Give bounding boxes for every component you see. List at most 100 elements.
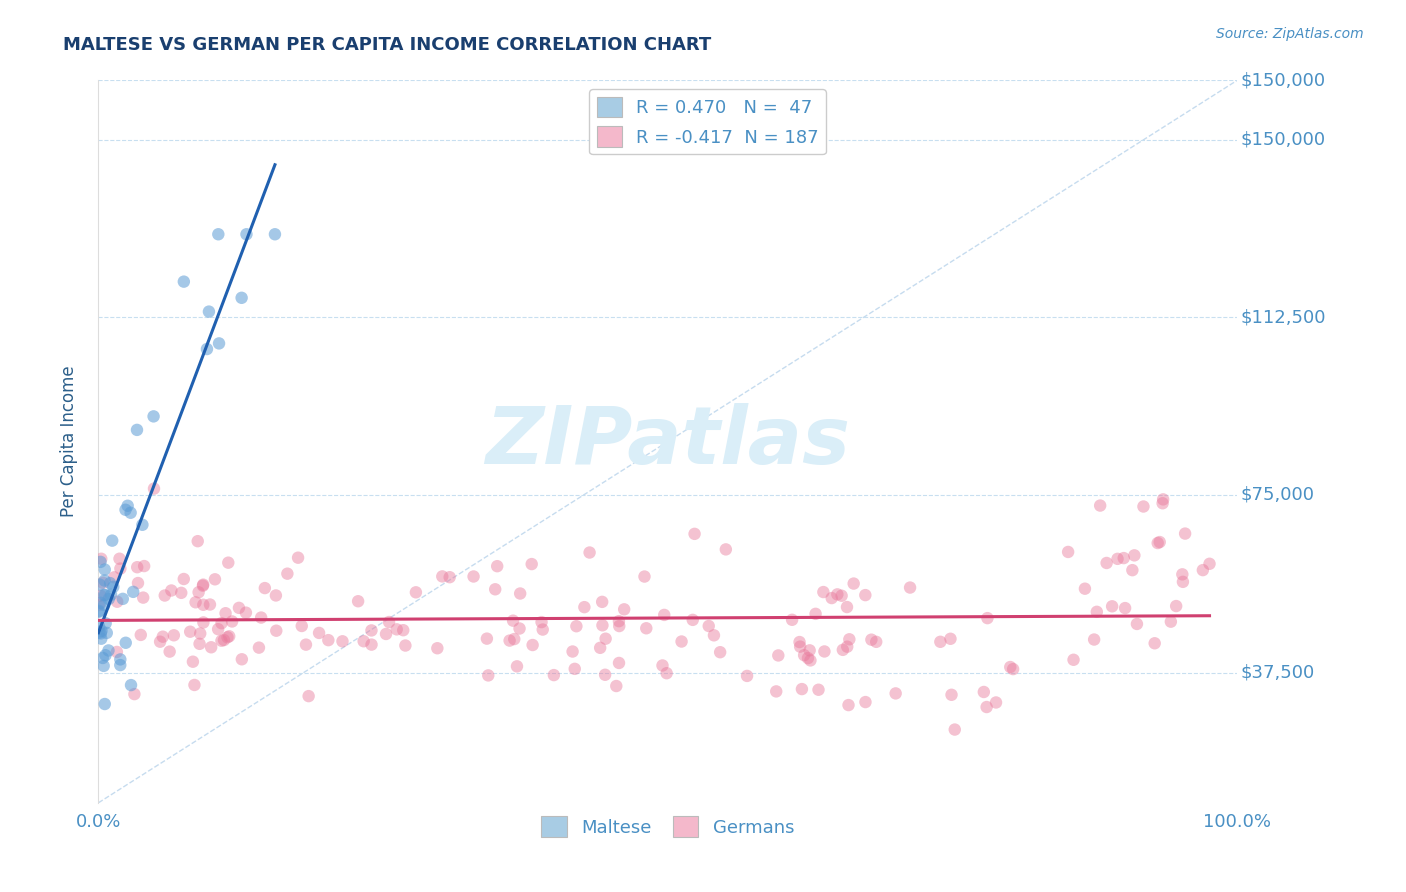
Point	[589, 640, 612, 655]
Point	[509, 586, 531, 600]
Point	[502, 614, 524, 628]
Point	[426, 641, 449, 656]
Point	[149, 634, 172, 648]
Point	[807, 682, 830, 697]
Point	[1126, 616, 1149, 631]
Point	[198, 598, 221, 612]
Point	[153, 589, 176, 603]
Point	[184, 595, 207, 609]
Point	[578, 545, 600, 559]
Point	[193, 577, 215, 591]
Point	[195, 342, 218, 356]
Point	[799, 653, 821, 667]
Point	[211, 616, 233, 631]
Point	[1123, 549, 1146, 563]
Point	[125, 423, 148, 437]
Point	[332, 634, 354, 648]
Text: $150,000: $150,000	[1240, 130, 1326, 148]
Point	[103, 570, 125, 584]
Point	[498, 633, 520, 648]
Point	[1083, 632, 1105, 647]
Point	[651, 658, 673, 673]
Point	[506, 659, 529, 673]
Legend: Maltese, Germans: Maltese, Germans	[534, 809, 801, 845]
Text: $75,000: $75,000	[1240, 486, 1315, 504]
Point	[287, 550, 309, 565]
Point	[97, 643, 120, 657]
Point	[799, 643, 821, 657]
Point	[607, 656, 630, 670]
Point	[1107, 552, 1129, 566]
Point	[1132, 500, 1154, 514]
Point	[87, 598, 110, 612]
Point	[117, 499, 139, 513]
Point	[159, 644, 181, 658]
Point	[1002, 662, 1025, 676]
Point	[250, 610, 273, 624]
Point	[565, 619, 588, 633]
Text: Source: ZipAtlas.com: Source: ZipAtlas.com	[1216, 27, 1364, 41]
Point	[231, 652, 253, 666]
Point	[683, 527, 706, 541]
Point	[100, 588, 122, 602]
Point	[735, 669, 758, 683]
Point	[1101, 599, 1123, 614]
Point	[187, 534, 209, 549]
Point	[813, 585, 835, 599]
Point	[531, 623, 554, 637]
Point	[1088, 499, 1111, 513]
Point	[90, 632, 112, 646]
Point	[884, 686, 907, 700]
Point	[765, 684, 787, 698]
Point	[101, 533, 124, 548]
Point	[973, 685, 995, 699]
Point	[122, 585, 145, 599]
Point	[378, 615, 401, 629]
Point	[131, 517, 153, 532]
Point	[939, 632, 962, 646]
Point	[347, 594, 370, 608]
Point	[793, 648, 815, 663]
Point	[353, 634, 375, 648]
Point	[1192, 563, 1215, 577]
Point	[96, 626, 118, 640]
Point	[253, 581, 276, 595]
Point	[114, 636, 136, 650]
Point	[543, 668, 565, 682]
Point	[87, 605, 110, 619]
Point	[90, 626, 112, 640]
Point	[94, 697, 117, 711]
Point	[855, 695, 877, 709]
Point	[193, 615, 215, 630]
Point	[308, 626, 330, 640]
Point	[768, 648, 790, 663]
Point	[360, 624, 382, 638]
Point	[709, 645, 731, 659]
Point	[93, 588, 115, 602]
Point	[127, 576, 149, 591]
Point	[111, 591, 134, 606]
Point	[1171, 574, 1194, 589]
Point	[212, 633, 235, 648]
Point	[103, 580, 125, 594]
Point	[90, 551, 112, 566]
Text: $112,500: $112,500	[1240, 308, 1326, 326]
Point	[714, 542, 737, 557]
Point	[200, 640, 222, 655]
Point	[291, 619, 314, 633]
Point	[789, 635, 811, 649]
Point	[636, 621, 658, 635]
Point	[188, 626, 211, 640]
Point	[93, 659, 115, 673]
Point	[163, 628, 186, 642]
Point	[821, 591, 844, 605]
Point	[191, 579, 214, 593]
Y-axis label: Per Capita Income: Per Capita Income	[59, 366, 77, 517]
Point	[124, 687, 146, 701]
Point	[607, 619, 630, 633]
Point	[941, 688, 963, 702]
Point	[94, 588, 117, 602]
Point	[1121, 563, 1143, 577]
Point	[853, 588, 876, 602]
Point	[221, 615, 243, 629]
